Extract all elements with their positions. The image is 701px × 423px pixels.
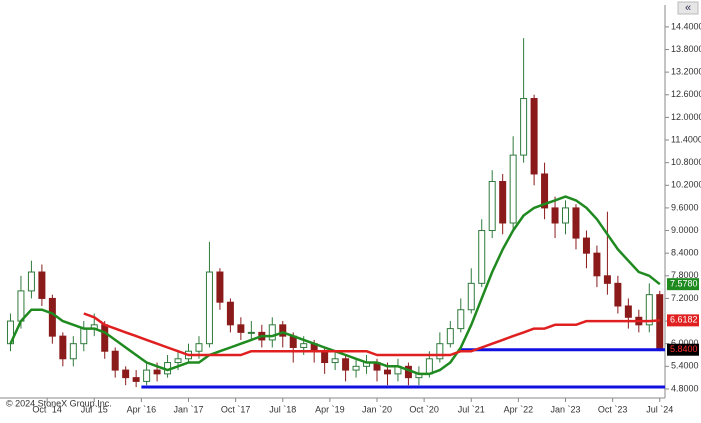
y-tick-label: 9.0000	[671, 225, 699, 235]
candle-body	[69, 343, 77, 360]
candle-body	[237, 324, 245, 333]
candle-body	[541, 173, 549, 209]
candle-body	[582, 237, 590, 254]
end-label: 5.8400	[670, 344, 698, 354]
candle-body	[205, 271, 213, 345]
candle-body	[593, 252, 601, 277]
candle-body	[27, 271, 35, 292]
candle-body	[352, 365, 360, 371]
candle-body	[624, 305, 632, 318]
candle-body	[247, 331, 255, 334]
copyright: © 2024 StoneX Group Inc.	[6, 398, 112, 408]
candle-body	[603, 275, 611, 284]
x-tick-label: Apr `16	[127, 404, 157, 414]
candle-body	[499, 181, 507, 224]
candle-body	[6, 320, 14, 345]
candle-body	[38, 271, 46, 299]
candle-body	[48, 297, 56, 337]
y-tick-label: 14.4000	[671, 21, 701, 31]
candle-body	[279, 324, 287, 337]
y-tick-label: 10.8000	[671, 157, 701, 167]
x-tick-label: Apr `22	[504, 404, 534, 414]
y-tick-label: 11.4000	[671, 134, 701, 144]
candle-body	[80, 328, 88, 345]
candle-body	[446, 328, 454, 345]
x-tick-label: Oct `14	[32, 404, 62, 414]
candle-body	[520, 98, 528, 156]
y-tick-label: 4.8000	[671, 383, 699, 393]
x-tick-label: Jan `23	[550, 404, 580, 414]
candle-body	[143, 369, 151, 382]
y-tick-label: 12.0000	[671, 112, 701, 122]
x-tick-label: Oct `23	[598, 404, 628, 414]
x-tick-label: Oct `20	[409, 404, 439, 414]
x-tick-label: Jul `24	[646, 404, 673, 414]
candle-body	[562, 207, 570, 224]
candle-body	[331, 358, 339, 364]
end-label-box	[667, 314, 699, 327]
y-tick-label: 7.8000	[671, 270, 699, 280]
y-tick-label: 7.2000	[671, 293, 699, 303]
end-label-box	[667, 343, 699, 356]
candle-body	[656, 294, 664, 351]
candle-body	[59, 335, 67, 360]
x-tick-label: Oct `17	[221, 404, 251, 414]
candle-body	[132, 377, 140, 382]
y-tick-label: 13.8000	[671, 44, 701, 54]
y-tick-label: 13.2000	[671, 67, 701, 77]
collapse-button[interactable]	[677, 1, 699, 15]
y-tick-label: 5.4000	[671, 361, 699, 371]
candle-body	[551, 207, 559, 224]
candle-body	[122, 369, 130, 379]
y-tick-label: 6.0000	[671, 338, 699, 348]
collapse-button-label[interactable]: «	[685, 2, 691, 14]
candle-body	[509, 154, 517, 224]
end-label-box	[667, 278, 699, 291]
candle-body	[153, 369, 161, 375]
candle-body	[321, 350, 329, 364]
candle-body	[645, 294, 653, 326]
y-tick-label: 8.4000	[671, 248, 699, 258]
candle-body	[17, 290, 25, 322]
candle-body	[614, 282, 622, 307]
candle-body	[478, 230, 486, 284]
y-tick-label: 10.2000	[671, 180, 701, 190]
candle-body	[425, 358, 433, 375]
x-tick-label: Jan `20	[362, 404, 392, 414]
candle-body	[467, 282, 475, 311]
candle-body	[530, 98, 538, 175]
candle-body	[488, 181, 496, 232]
candle-body	[268, 324, 276, 341]
candle-body	[195, 343, 203, 352]
x-tick-label: Jul `18	[269, 404, 296, 414]
end-label: 7.5780	[670, 279, 698, 289]
x-tick-label: Apr `19	[315, 404, 345, 414]
candle-body	[436, 343, 444, 360]
candle-body	[383, 369, 391, 375]
end-label: 6.6182	[670, 315, 698, 325]
candle-body	[457, 309, 465, 330]
candle-body	[101, 324, 109, 352]
candle-body	[111, 350, 119, 371]
candle-body	[300, 343, 308, 348]
candle-body	[174, 358, 182, 364]
candle-body	[226, 301, 234, 326]
x-tick-label: Jan `17	[173, 404, 203, 414]
y-tick-label: 12.6000	[671, 89, 701, 99]
candle-body	[342, 358, 350, 371]
candle-body	[216, 271, 224, 303]
x-tick-label: Jul `15	[81, 404, 108, 414]
x-tick-label: Jul `21	[458, 404, 485, 414]
y-tick-label: 9.6000	[671, 202, 699, 212]
candle-body	[572, 207, 580, 239]
moving-average-line	[83, 312, 660, 357]
